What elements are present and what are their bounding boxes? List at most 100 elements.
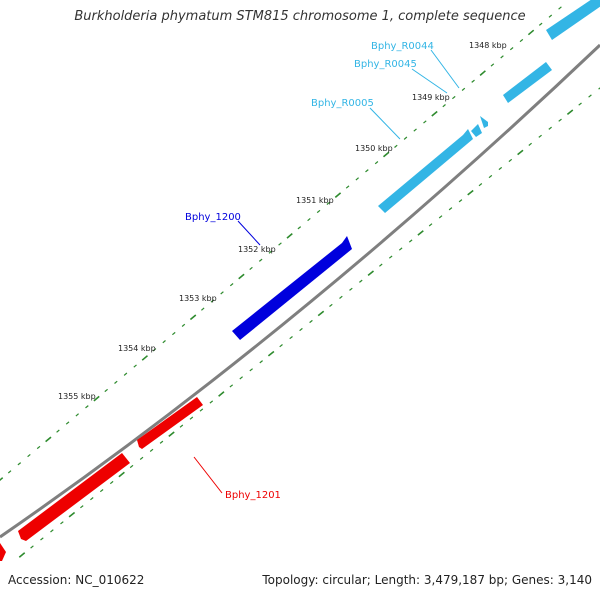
outer-tick-58 [558, 6, 562, 10]
scale-label-1351: 1351 kbp [296, 196, 334, 205]
inner-tick-18 [199, 408, 204, 412]
outer-tick-56 [538, 22, 543, 26]
outer-tick-55 [527, 29, 535, 36]
inner-tick-13 [149, 448, 154, 452]
outer-tick-19 [181, 323, 186, 327]
inner-tick-24 [259, 360, 263, 364]
outer-tick-22 [210, 299, 215, 303]
outer-tick-57 [548, 14, 553, 18]
inner-tick-58 [598, 87, 600, 90]
inner-tick-21 [229, 384, 234, 388]
outer-tick-36 [345, 185, 350, 189]
outer-tick-53 [509, 47, 514, 51]
feature-label-bphy-1201[interactable]: Bphy_1201 [225, 490, 281, 501]
leader-bphy-1201 [193, 456, 223, 494]
leader-bphy-r0005 [369, 107, 401, 140]
inner-tick-38 [398, 247, 403, 251]
outer-tick-8 [75, 413, 79, 417]
feature-label-bphy-r0045[interactable]: Bphy_R0045 [354, 59, 417, 70]
outer-tick-11 [104, 388, 108, 393]
outer-tick-5 [45, 436, 52, 443]
inner-tick-28 [299, 327, 303, 332]
outer-tick-18 [172, 331, 176, 336]
rna-gene-bphy-r0005[interactable] [378, 129, 473, 213]
outer-tick-27 [258, 258, 263, 262]
chromosome-backbone [0, 43, 600, 539]
inner-tick-27 [289, 336, 293, 340]
outer-tick-43 [413, 128, 417, 132]
inner-tick-37 [388, 255, 393, 259]
accession-text: Accession: NC_010622 [8, 573, 145, 587]
feature-label-bphy-1200[interactable]: Bphy_1200 [185, 212, 241, 223]
inner-tick-43 [448, 207, 453, 211]
inner-tick-48 [498, 166, 503, 171]
outer-tick-44 [423, 120, 427, 124]
outer-tick-14 [133, 364, 137, 368]
outer-tick-17 [162, 340, 166, 344]
inner-tick-44 [458, 199, 463, 203]
inner-tick-56 [578, 102, 582, 106]
inner-tick-32 [339, 295, 343, 299]
outer-tick-34 [326, 201, 331, 205]
outer-tick-42 [403, 136, 408, 140]
inner-tick-29 [309, 319, 313, 324]
outer-tick-6 [56, 429, 60, 433]
outer-tick-16 [152, 348, 157, 352]
outer-tick-52 [500, 55, 504, 59]
feature-label-bphy-r0044[interactable]: Bphy_R0044 [371, 41, 434, 52]
inner-tick-8 [99, 489, 104, 493]
outer-tick-20 [189, 314, 197, 321]
outer-tick-13 [123, 372, 128, 376]
outer-tick-41 [394, 144, 398, 148]
outer-tick-15 [141, 355, 149, 361]
feature-label-bphy-r0005[interactable]: Bphy_R0005 [311, 98, 374, 109]
gene-bphy-1201[interactable] [137, 397, 203, 449]
leader-bphy-r0045 [411, 68, 448, 94]
outer-tick-51 [490, 63, 495, 67]
outer-tick-50 [479, 70, 486, 77]
inner-tick-49 [508, 158, 513, 163]
gene-bphy-1200[interactable] [232, 236, 352, 340]
inner-tick-2 [40, 537, 44, 541]
scale-label-1354: 1354 kbp [118, 344, 156, 353]
inner-tick-12 [139, 456, 144, 460]
outer-tick-38 [365, 169, 369, 173]
inner-tick-42 [438, 215, 443, 219]
scale-label-1352: 1352 kbp [238, 245, 276, 254]
scale-label-1350: 1350 kbp [355, 144, 393, 153]
inner-tick-1 [30, 545, 34, 549]
inner-tick-55 [566, 109, 574, 116]
outer-tick-47 [452, 95, 456, 100]
inner-tick-54 [558, 118, 562, 122]
scale-label-1348: 1348 kbp [469, 41, 507, 50]
inner-tick-46 [478, 183, 483, 187]
inner-tick-26 [279, 344, 283, 348]
inner-tick-35 [367, 270, 375, 277]
map-title: Burkholderia phymatum STM815 chromosome … [74, 9, 526, 24]
inner-tick-50 [517, 149, 524, 156]
inner-tick-5 [68, 511, 76, 518]
leader-bphy-r0044 [430, 49, 460, 89]
outer-tick-49 [471, 79, 475, 83]
outer-tick-33 [316, 209, 321, 214]
outer-tick-39 [374, 161, 379, 165]
inner-tick-57 [588, 94, 592, 98]
inner-tick-36 [379, 263, 383, 267]
outer-tick-26 [249, 266, 253, 271]
inner-tick-34 [359, 279, 363, 283]
inner-tick-30 [317, 310, 325, 317]
outer-tick-29 [278, 242, 282, 246]
outer-tick-28 [268, 250, 273, 254]
rna-gene-bphy-r0045[interactable] [480, 116, 488, 128]
outer-tick-4 [36, 445, 41, 450]
gene-red-3[interactable] [0, 543, 6, 561]
rna-gene-bphy-r0044[interactable] [503, 0, 600, 103]
outer-tick-37 [355, 177, 359, 181]
outer-tick-32 [307, 217, 311, 222]
rna-gene-bphy-r0045b[interactable] [471, 124, 482, 137]
inner-tick-39 [408, 239, 413, 243]
inner-tick-20 [218, 391, 225, 397]
gene-red-2[interactable] [18, 453, 130, 541]
inner-tick-9 [109, 480, 114, 485]
